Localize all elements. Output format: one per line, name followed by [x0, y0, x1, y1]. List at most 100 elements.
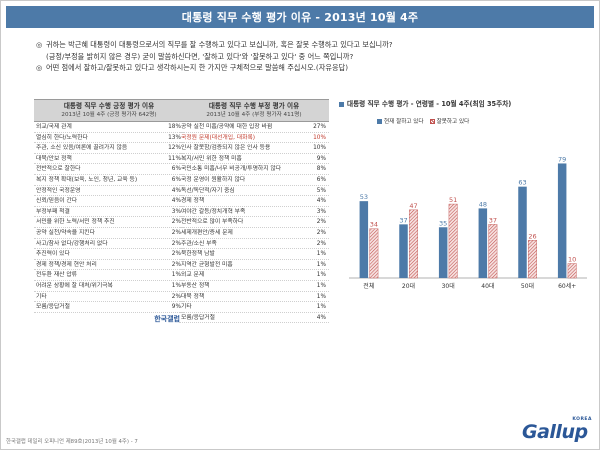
- data-label: 47: [409, 202, 417, 210]
- bar-negative: [567, 263, 577, 279]
- row-label: 모름/응답거절: [36, 304, 70, 311]
- legend-swatch-negative: [429, 119, 435, 124]
- data-label: 35: [439, 219, 447, 227]
- bar-positive: [399, 224, 408, 278]
- table-row: 추진력이 있다 2%: [34, 249, 184, 260]
- row-label: 인사 잘못함/검증되지 않은 인사 등용: [181, 145, 271, 152]
- x-tick-label: 20대: [402, 282, 415, 290]
- data-label: 10: [568, 256, 576, 264]
- table-title: 대통령 직무 수행 부정 평가 이유: [208, 102, 300, 110]
- table-row: 부정부패 척결 3%: [34, 207, 184, 218]
- row-value: 4%: [316, 198, 326, 205]
- row-value: 2%: [171, 240, 181, 247]
- row-label: 전반적으로 잘한다: [36, 166, 81, 173]
- positive-reasons-table: 대통령 직무 수행 긍정 평가 이유 2013년 10월 4주 (긍정 평가자 …: [34, 99, 184, 324]
- row-label: 외교 문제: [181, 272, 205, 279]
- row-label: 경제 정책/경제 현안 처리: [36, 261, 97, 268]
- row-value: 9%: [316, 155, 326, 162]
- table-row: 국정원 문제(대선개입, 대화록) 10%: [179, 133, 329, 144]
- table-row: 경제 정책/경제 현안 처리 2%: [34, 260, 184, 271]
- bullet-icon: ◎: [36, 40, 43, 49]
- row-value: 2%: [316, 219, 326, 226]
- table-body: 외교/국제 관계 18% 열심히 한다/노력한다 13% 주관, 소신 있음/여론에 끌…: [34, 122, 184, 313]
- table-row: 공약 실천 미흡/공약에 대한 입장 바뀜 27%: [179, 122, 329, 133]
- table-row: 열심히 한다/노력한다 13%: [34, 133, 184, 144]
- table-row: 복지/서민 위한 정책 미흡 9%: [179, 154, 329, 165]
- row-label: 열심히 한다/노력한다: [36, 134, 88, 141]
- row-label: 공약 실천/약속을 지킨다: [36, 229, 95, 236]
- table-row: 국정 운영이 원활하지 않다 6%: [179, 175, 329, 186]
- bar-negative: [409, 209, 418, 279]
- table-row: 대북 정책 1%: [179, 292, 329, 303]
- row-value: 12%: [168, 145, 181, 152]
- table-body: 공약 실천 미흡/공약에 대한 입장 바뀜 27% 국정원 문제(대선개입, 대화록…: [179, 122, 329, 324]
- bar-positive: [557, 163, 567, 278]
- question-2: ◎ 어떤 점에서 잘하고/잘못하고 있다고 생각하시는지 한 가지만 구체적으로…: [36, 62, 576, 74]
- row-value: 2%: [316, 229, 326, 236]
- row-label: 기타: [181, 304, 192, 311]
- row-value: 2%: [316, 240, 326, 247]
- row-label: 여야간 갈등/정치개혁 부족: [181, 208, 246, 215]
- data-label: 37: [489, 216, 497, 224]
- table-row: 기타 2%: [34, 292, 184, 303]
- row-value: 8%: [316, 166, 326, 173]
- row-value: 1%: [316, 272, 326, 279]
- gallup-logo: KOREA Gallup: [522, 417, 594, 447]
- table-row: 주관/소신 부족 2%: [179, 239, 329, 250]
- table-source: 한국갤럽: [154, 314, 180, 323]
- question-1-text: 귀하는 박근혜 대통령이 대통령으로서의 직무를 잘 수행하고 있다고 보십니까…: [46, 40, 393, 49]
- table-row: 독선/독단적/자기 중심 5%: [179, 186, 329, 197]
- chart-plot: 5334전체374720대355130대483740대632650대791060…: [349, 155, 587, 290]
- table-row: 주관, 소신 있음/여론에 끌려가지 않음 12%: [34, 143, 184, 154]
- logo-wordmark: Gallup: [522, 421, 588, 443]
- row-value: 1%: [316, 293, 326, 300]
- x-tick-label: 30대: [442, 282, 455, 290]
- table-row: 북한정책 남발 1%: [179, 249, 329, 260]
- bar-positive: [478, 208, 488, 278]
- table-row: 신뢰/믿음이 간다 4%: [34, 196, 184, 207]
- row-label: 서민을 위한 노력/서민 정책 추진: [36, 219, 115, 226]
- table-row: 세제개편안/증세 문제 2%: [179, 228, 329, 239]
- row-label: 전반적으로 많이 부족하다: [181, 219, 244, 226]
- row-value: 2%: [171, 251, 181, 258]
- table-subtitle: 2013년 10월 4주 (긍정 평가자 642명): [61, 112, 157, 118]
- row-label: 대북/안보 정책: [36, 155, 72, 162]
- table-title: 대통령 직무 수행 긍정 평가 이유: [63, 102, 155, 110]
- row-label: 공약 실천 미흡/공약에 대한 입장 바뀜: [181, 124, 273, 130]
- data-label: 34: [370, 221, 378, 229]
- question-1: ◎ 귀하는 박근혜 대통령이 대통령으로서의 직무를 잘 수행하고 있다고 보십…: [36, 39, 576, 51]
- question-2-text: 어떤 점에서 잘하고/잘못하고 있다고 생각하시는지 한 가지만 구체적으로 말…: [46, 63, 348, 72]
- x-tick-label: 60세+: [558, 282, 576, 290]
- table-subtitle: 2013년 10월 4주 (부정 평가자 411명): [206, 112, 302, 118]
- row-value: 13%: [168, 134, 181, 141]
- row-value: 2%: [171, 261, 181, 268]
- data-label: 37: [399, 216, 407, 224]
- row-value: 2%: [171, 293, 181, 300]
- table-row: 전반적으로 많이 부족하다 2%: [179, 217, 329, 228]
- table-row: 어려운 상황에 잘 대처/위기극복 1%: [34, 281, 184, 292]
- row-label: 지역간 균형발전 미흡: [181, 261, 233, 268]
- x-tick-label: 50대: [521, 282, 534, 290]
- row-value: 1%: [316, 304, 326, 311]
- bar-positive: [518, 186, 527, 278]
- bar-negative: [488, 224, 498, 279]
- row-label: 주관/소신 부족: [181, 240, 217, 247]
- table-row: 기타 1%: [179, 302, 329, 313]
- row-value: 5%: [316, 187, 326, 194]
- row-label: 신뢰/믿음이 간다: [36, 198, 78, 205]
- row-label: 독선/독단적/자기 중심: [181, 187, 235, 194]
- row-value: 4%: [316, 314, 326, 321]
- data-label: 26: [528, 232, 536, 240]
- chart-legend: 현재 잘하고 있다 잘못하고 있다: [377, 117, 469, 125]
- legend-label-negative: 잘못하고 있다: [436, 119, 470, 125]
- x-tick-label: 전체: [363, 282, 374, 290]
- row-value: 6%: [316, 176, 326, 183]
- row-value: 3%: [171, 208, 181, 215]
- table-row: 부동산 정책 1%: [179, 281, 329, 292]
- x-tick-label: 40대: [481, 282, 494, 290]
- row-label: 북한정책 남발: [181, 251, 215, 258]
- row-value: 1%: [316, 261, 326, 268]
- row-value: 10%: [313, 145, 326, 152]
- table-row: 여야간 갈등/정치개혁 부족 3%: [179, 207, 329, 218]
- row-label: 부동산 정책: [181, 282, 210, 289]
